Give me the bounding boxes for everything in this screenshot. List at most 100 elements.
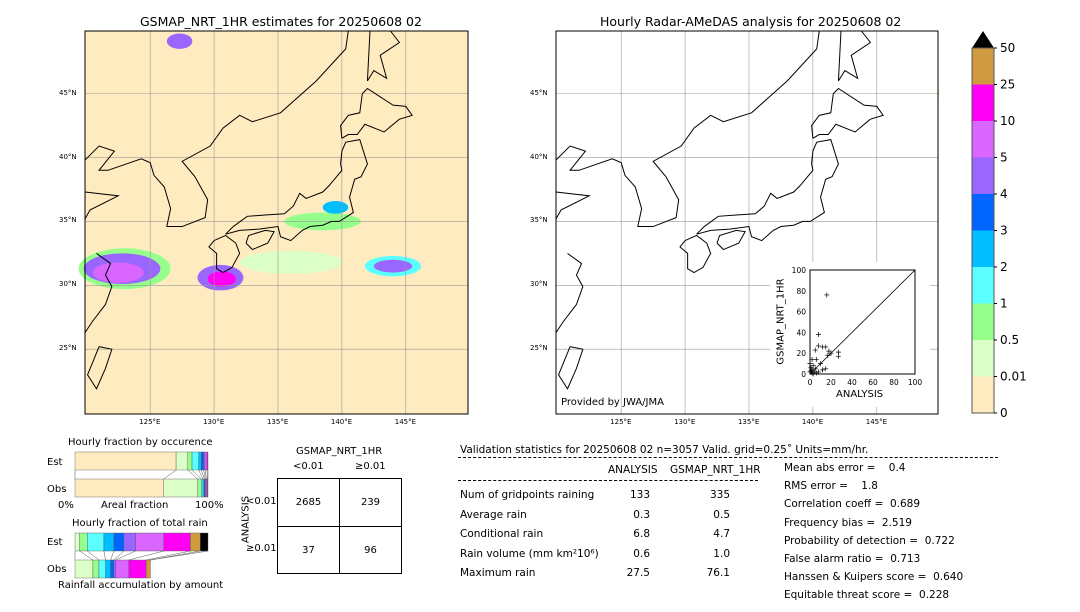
stat-analysis-value: 0.6 [633, 547, 650, 560]
contingency-col-label-1: ≥0.01 [355, 461, 386, 472]
colorbar-segment [972, 121, 994, 158]
left-map-title: GSMAP_NRT_1HR estimates for 20250608 02 [140, 14, 422, 29]
colorbar-segment [972, 303, 994, 340]
coastline-korea [555, 30, 820, 228]
coastline-taiwan [557, 346, 584, 390]
scatter-point [825, 352, 831, 358]
coastline-shandong [555, 191, 591, 220]
fraction-segment [113, 559, 116, 579]
colorbar-label: 50 [1000, 41, 1015, 55]
stats-header: Validation statistics for 20250608 02 n=… [460, 444, 869, 456]
stat-analysis-value: 0.3 [633, 508, 650, 521]
fraction-segment [206, 451, 209, 471]
scatter-y-tick: 20 [796, 349, 806, 358]
fraction-segment [145, 559, 151, 579]
totalrain-xlabel: Rainfall accumulation by amount [58, 580, 224, 591]
fraction-segment [113, 532, 125, 552]
colorbar-label: 10 [1000, 114, 1015, 128]
lon-tick-label: 140°E [330, 418, 353, 426]
cell-miss: 37 [302, 545, 315, 556]
stat-gsmap-value: 0.5 [713, 508, 730, 521]
scatter-point [815, 331, 821, 337]
fraction-segment [103, 532, 115, 552]
coastline-sakhalin [838, 30, 872, 82]
fraction-segment [207, 478, 209, 498]
lat-tick-label: 30°N [59, 280, 77, 289]
rain-area [92, 262, 144, 283]
stat-analysis-value: 27.5 [626, 567, 650, 579]
occurrence-tick-0: 0% [58, 500, 74, 511]
coastline-china [84, 252, 113, 333]
fraction-segment [115, 559, 130, 579]
scatter-point [808, 365, 814, 371]
cell-false-alarm: 239 [360, 497, 381, 508]
occurrence-est-label: Est [47, 457, 63, 468]
fraction-segment [190, 532, 201, 552]
scatter-point [815, 369, 821, 375]
scatter-point [811, 369, 817, 375]
coastline-honshu [225, 139, 368, 242]
lat-tick-label: 25°N [59, 344, 77, 353]
stat-label: Conditional rain [460, 528, 544, 540]
occurrence-xlabel: Areal fraction [101, 500, 169, 511]
coastline-sakhalin2 [837, 30, 842, 81]
fraction-segment [198, 451, 202, 471]
totalrain-title: Hourly fraction of total rain [72, 518, 208, 529]
scatter-y-tick: 80 [796, 287, 806, 296]
score-line: Correlation coeff = 0.689 [784, 498, 920, 511]
lon-tick-label: 145°E [865, 418, 888, 426]
coastline-hokkaido [811, 87, 884, 139]
scatter-point [810, 363, 816, 369]
fraction-segment [135, 532, 164, 552]
right-map-title: Hourly Radar-AMeDAS analysis for 2025060… [600, 14, 902, 29]
fraction-segment [200, 532, 209, 552]
scatter-x-tick: 40 [847, 378, 857, 387]
score-line: False alarm ratio = 0.713 [784, 553, 921, 565]
stat-analysis-value: 133 [629, 489, 650, 501]
rain-area [239, 250, 342, 274]
score-line: Frequency bias = 2.519 [784, 516, 912, 529]
stat-label: Rain volume (mm km²10⁶) [460, 547, 599, 560]
lon-tick-label: 130°E [674, 418, 696, 426]
score-line: RMS error = 1.8 [784, 480, 878, 493]
colorbar-segment [972, 194, 994, 231]
fraction-segment [197, 478, 202, 498]
lon-tick-label: 140°E [801, 418, 824, 426]
lon-tick-label: 135°E [266, 418, 289, 426]
fraction-segment [74, 478, 164, 498]
lon-tick-label: 125°E [139, 418, 161, 426]
colorbar-label: 3 [1000, 224, 1008, 238]
coastline-shandong [84, 191, 120, 220]
scatter-point [809, 367, 815, 373]
scatter-x-tick: 100 [908, 378, 923, 387]
credit-text: Provided by JWA/JMA [561, 397, 664, 408]
fraction-segment [98, 559, 106, 579]
lon-tick-label: 125°E [610, 418, 632, 426]
colorbar-label: 5 [1000, 151, 1008, 165]
coastline-sakhalin [367, 30, 401, 82]
colorbar-extend-arrow [972, 31, 994, 48]
fraction-segment [79, 532, 88, 552]
lat-tick-label: 30°N [530, 280, 548, 289]
scatter-point [815, 343, 821, 349]
fraction-segment [128, 559, 147, 579]
colorbar-segment [972, 84, 994, 121]
fraction-segment [74, 451, 177, 471]
map-frame [555, 30, 939, 415]
scatter-x-tick: 0 [808, 378, 813, 387]
scatter-x-tick: 20 [826, 378, 836, 387]
totalrain-est-label: Est [47, 537, 63, 548]
lat-tick-label: 45°N [530, 88, 548, 97]
colorbar-segment [972, 157, 994, 194]
fraction-bars [74, 451, 209, 579]
rain-area [166, 33, 193, 49]
stat-analysis-value: 6.8 [633, 528, 650, 540]
fraction-segment [175, 451, 188, 471]
score-line: Hanssen & Kuipers score = 0.640 [784, 571, 964, 584]
coastline-honshu [696, 139, 839, 242]
scatter-x-tick: 80 [889, 378, 899, 387]
fraction-segment [105, 559, 111, 579]
contingency-row-label-0: <0.01 [246, 496, 277, 507]
scatter-point [813, 356, 819, 362]
scatter-point [824, 292, 830, 298]
